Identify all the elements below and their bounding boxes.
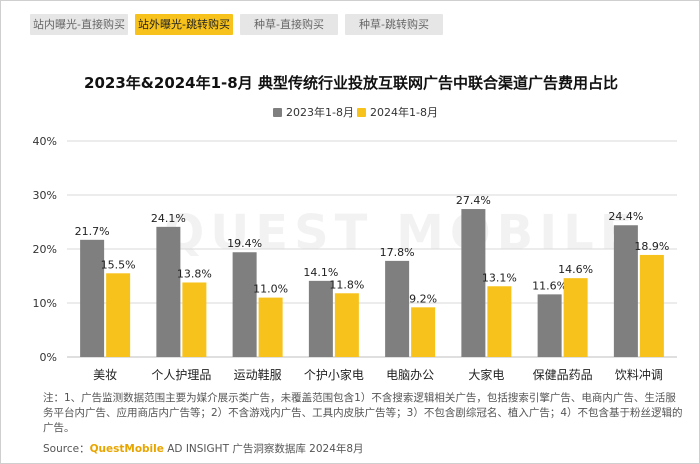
legend-label-2023: 2023年1-8月 <box>286 106 354 119</box>
bar-2024 <box>106 273 131 357</box>
x-tick-label: 电脑办公 <box>386 367 434 382</box>
bar-2024 <box>258 297 283 357</box>
bar-2023 <box>385 260 410 357</box>
data-label: 13.8% <box>177 267 212 280</box>
data-label: 24.1% <box>151 212 186 225</box>
bar-2023 <box>232 252 257 357</box>
bar-2024 <box>639 254 664 357</box>
source-prefix: Source： <box>43 443 90 455</box>
bar-2023 <box>80 239 105 357</box>
bar-2023 <box>537 294 562 357</box>
data-label: 19.4% <box>227 237 262 250</box>
tab-seeding-direct-purchase[interactable]: 种草-直接购买 <box>240 14 338 35</box>
data-label: 21.7% <box>75 225 110 238</box>
x-tick-label: 个护小家电 <box>304 367 364 382</box>
x-tick-label: 美妆 <box>93 368 117 382</box>
data-label: 18.9% <box>634 240 669 253</box>
legend-swatch-2023 <box>273 108 282 117</box>
bar-2024 <box>334 293 359 357</box>
y-tick-label: 10% <box>33 297 57 310</box>
data-label: 11.0% <box>253 283 288 296</box>
bar-2023 <box>613 225 638 357</box>
data-label: 24.4% <box>608 210 643 223</box>
legend-label-2024: 2024年1-8月 <box>370 106 438 119</box>
data-label: 17.8% <box>380 246 415 259</box>
data-label: 13.1% <box>482 271 517 284</box>
data-label: 14.6% <box>558 263 593 276</box>
x-tick-label: 保健品药品 <box>533 368 593 382</box>
y-tick-label: 30% <box>33 189 57 202</box>
x-tick-label: 大家电 <box>468 367 504 382</box>
chart-title: 2023年&2024年1-8月 典型传统行业投放互联网广告中联合渠道广告费用占比 <box>84 74 618 92</box>
bar-2023 <box>461 209 486 357</box>
bar-2024 <box>182 282 207 357</box>
source-line: Source：QuestMobile AD INSIGHT 广告洞察数据库 20… <box>43 441 364 456</box>
x-tick-label: 运动鞋服 <box>234 367 282 382</box>
data-label: 14.1% <box>303 266 338 279</box>
data-label: 15.5% <box>101 258 136 271</box>
x-tick-label: 饮料冲调 <box>615 367 663 382</box>
tab-seeding-redirect-purchase[interactable]: 种草-跳转购买 <box>345 14 443 35</box>
y-tick-label: 0% <box>40 351 57 364</box>
data-label: 11.8% <box>329 278 364 291</box>
legend-item-2024: 2024年1-8月 <box>357 104 438 120</box>
legend-swatch-2024 <box>357 108 366 117</box>
data-label: 27.4% <box>456 194 491 207</box>
legend-item-2023: 2023年1-8月 <box>273 104 354 120</box>
bar-2023 <box>308 280 333 357</box>
footnote: 注：1、广告监测数据范围主要为媒介展示类广告，未覆盖范围包含1）不含搜索逻辑相关… <box>43 392 683 434</box>
watermark-text: QUEST MOBILE <box>164 205 639 261</box>
y-tick-label: 40% <box>33 135 57 148</box>
x-tick-label: 个人护理品 <box>151 368 211 382</box>
y-tick-label: 20% <box>33 243 57 256</box>
source-brand: QuestMobile <box>89 443 164 455</box>
bar-2023 <box>156 226 181 357</box>
bar-2024 <box>563 278 588 357</box>
bar-2024 <box>411 307 436 357</box>
tab-offsite-exposure-redirect-purchase[interactable]: 站外曝光-跳转购买 <box>135 14 233 35</box>
tab-onsite-exposure-direct-purchase[interactable]: 站内曝光-直接购买 <box>30 14 128 35</box>
source-text: AD INSIGHT 广告洞察数据库 2024年8月 <box>163 443 364 455</box>
bar-chart: QUEST MOBILE 0% 10% 20% 30% 40% 21.7% 15.5% 美妆 24… <box>33 135 677 382</box>
bar-2024 <box>487 286 512 357</box>
data-label: 11.6% <box>532 279 567 292</box>
data-label: 9.2% <box>409 292 437 305</box>
